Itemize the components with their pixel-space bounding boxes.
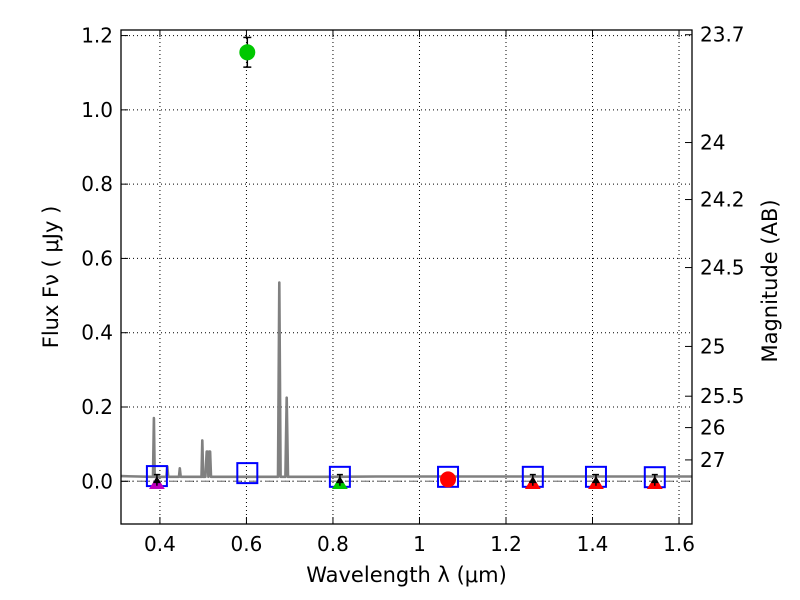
obs-point-1 bbox=[239, 44, 256, 61]
y-axis-label: Flux Fν ( μJy ) bbox=[39, 206, 63, 349]
mag-tick-label-3: 24.5 bbox=[700, 256, 745, 280]
limit-marker-1 bbox=[335, 476, 344, 484]
x-tick-label-6: 1.6 bbox=[663, 532, 695, 556]
x-tick-label-5: 1.4 bbox=[577, 532, 609, 556]
x-tick-label-1: 0.6 bbox=[231, 532, 263, 556]
limit-marker-3 bbox=[591, 476, 600, 484]
mag-tick-label-0: 23.7 bbox=[700, 23, 745, 47]
right-axis-label: Magnitude (AB) bbox=[758, 199, 782, 362]
y-tick-label-2: 0.4 bbox=[81, 321, 113, 345]
limit-marker-2 bbox=[528, 476, 537, 484]
y-tick-label-6: 1.2 bbox=[81, 24, 113, 48]
x-tick-label-2: 0.8 bbox=[317, 532, 349, 556]
mag-tick-label-5: 25.5 bbox=[700, 384, 745, 408]
x-tick-label-3: 1 bbox=[413, 532, 426, 556]
x-tick-label-0: 0.4 bbox=[144, 532, 176, 556]
x-axis-label: Wavelength λ (μm) bbox=[306, 563, 507, 587]
limit-marker-4 bbox=[650, 476, 659, 484]
mag-tick-label-6: 26 bbox=[700, 416, 725, 440]
obs-point-3 bbox=[440, 471, 457, 488]
y-tick-label-0: 0.0 bbox=[81, 469, 113, 493]
x-tick-label-4: 1.2 bbox=[490, 532, 522, 556]
mag-tick-label-7: 27 bbox=[700, 448, 725, 472]
upper-limit-markers bbox=[152, 473, 659, 486]
mag-tick-label-4: 25 bbox=[700, 334, 725, 358]
limit-marker-0 bbox=[152, 476, 161, 484]
y-tick-label-3: 0.6 bbox=[81, 246, 113, 270]
model-box-1 bbox=[236, 462, 259, 485]
mag-tick-label-1: 24 bbox=[700, 131, 725, 155]
y-tick-label-5: 1.0 bbox=[81, 98, 113, 122]
mag-tick-label-2: 24.2 bbox=[700, 188, 745, 212]
axis-ticks bbox=[121, 30, 692, 524]
y-tick-label-1: 0.2 bbox=[81, 395, 113, 419]
y-tick-label-4: 0.8 bbox=[81, 172, 113, 196]
plot-frame bbox=[120, 29, 693, 525]
tick-labels: 0.4 0.6 0.8 1 1.2 1.4 1.6 0.0 0.2 0.4 0.6 0.8 1.0 1.2… bbox=[81, 23, 744, 556]
